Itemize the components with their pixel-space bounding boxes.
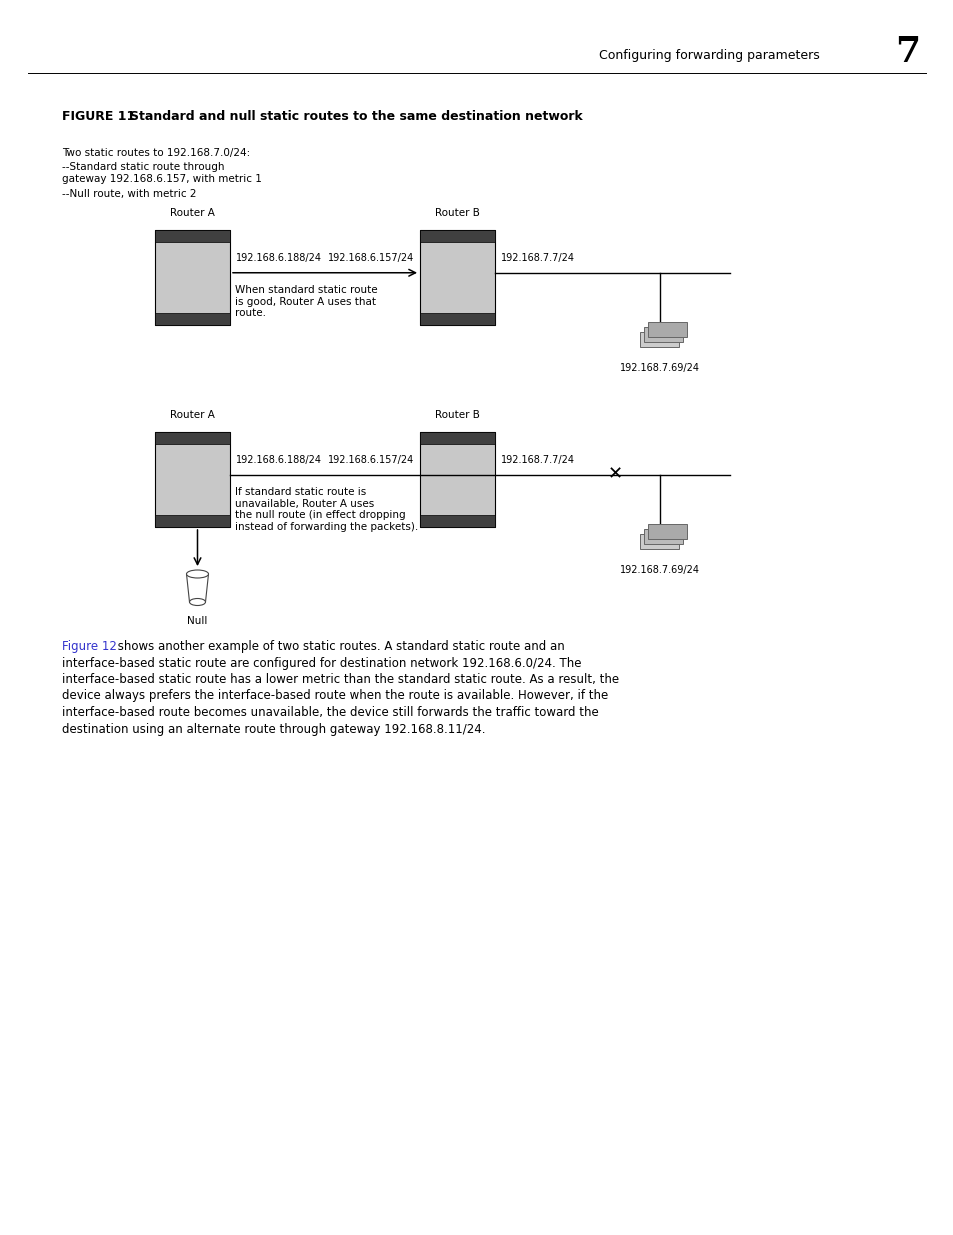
Bar [648, 322, 687, 337]
Text: 192.168.6.188/24: 192.168.6.188/24 [235, 253, 322, 263]
Text: interface-based route becomes unavailable, the device still forwards the traffic: interface-based route becomes unavailabl… [62, 706, 598, 719]
Text: interface-based static route are configured for destination network 192.168.6.0/: interface-based static route are configu… [62, 657, 581, 669]
Text: Router A: Router A [170, 410, 214, 420]
Bar [154, 230, 230, 242]
Bar [639, 332, 679, 347]
Text: 192.168.6.188/24: 192.168.6.188/24 [235, 454, 322, 466]
Bar [154, 432, 230, 527]
Bar [648, 524, 687, 540]
Bar [154, 432, 230, 445]
Text: shows another example of two static routes. A standard static route and an: shows another example of two static rout… [113, 640, 564, 653]
Bar [154, 515, 230, 527]
Ellipse shape [190, 599, 205, 605]
Bar [419, 432, 495, 445]
Text: When standard static route
is good, Router A uses that
route.: When standard static route is good, Rout… [234, 285, 377, 319]
Text: 192.168.7.7/24: 192.168.7.7/24 [500, 253, 575, 263]
Polygon shape [186, 574, 209, 601]
Bar [644, 327, 682, 342]
Text: --Null route, with metric 2: --Null route, with metric 2 [62, 189, 196, 199]
Text: device always prefers the interface-based route when the route is available. How: device always prefers the interface-base… [62, 689, 608, 703]
Text: Configuring forwarding parameters: Configuring forwarding parameters [598, 48, 820, 62]
Bar [639, 535, 679, 550]
Bar [419, 515, 495, 527]
Bar [419, 230, 495, 325]
Text: destination using an alternate route through gateway 192.168.8.11/24.: destination using an alternate route thr… [62, 722, 485, 736]
Text: Two static routes to 192.168.7.0/24:: Two static routes to 192.168.7.0/24: [62, 148, 250, 158]
Text: Null: Null [187, 616, 208, 626]
Bar [154, 312, 230, 325]
Bar [419, 432, 495, 527]
Text: 192.168.7.69/24: 192.168.7.69/24 [619, 363, 700, 373]
Text: 192.168.6.157/24: 192.168.6.157/24 [328, 253, 414, 263]
Text: Figure 12: Figure 12 [62, 640, 117, 653]
Text: 7: 7 [894, 35, 919, 69]
Text: --Standard static route through: --Standard static route through [62, 162, 224, 172]
Bar [154, 230, 230, 325]
Text: ✕: ✕ [607, 466, 622, 484]
Text: 192.168.7.69/24: 192.168.7.69/24 [619, 564, 700, 574]
Text: gateway 192.168.6.157, with metric 1: gateway 192.168.6.157, with metric 1 [62, 174, 262, 184]
Bar [644, 530, 682, 545]
Text: 192.168.7.7/24: 192.168.7.7/24 [500, 454, 575, 466]
Text: FIGURE 11: FIGURE 11 [62, 110, 135, 124]
Ellipse shape [186, 571, 209, 578]
Text: If standard static route is
unavailable, Router A uses
the null route (in effect: If standard static route is unavailable,… [234, 487, 417, 532]
Text: Router A: Router A [170, 207, 214, 219]
Text: interface-based static route has a lower metric than the standard static route. : interface-based static route has a lower… [62, 673, 618, 685]
Bar [419, 312, 495, 325]
Text: 192.168.6.157/24: 192.168.6.157/24 [328, 454, 414, 466]
Text: Standard and null static routes to the same destination network: Standard and null static routes to the s… [130, 110, 582, 124]
Text: Router B: Router B [435, 410, 479, 420]
Bar [419, 230, 495, 242]
Text: Router B: Router B [435, 207, 479, 219]
